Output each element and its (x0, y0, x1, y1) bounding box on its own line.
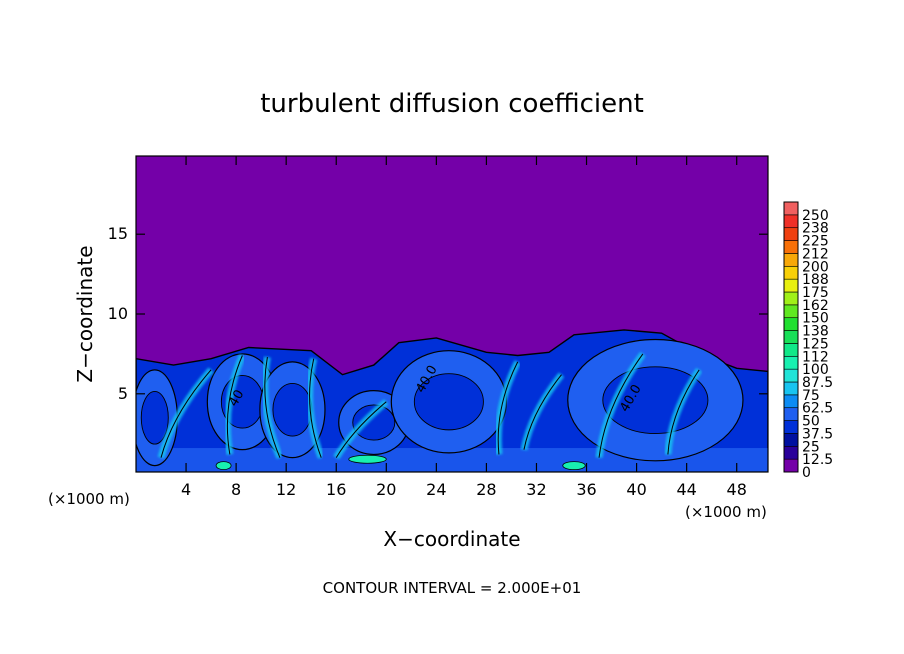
colorbar-swatch (783, 227, 799, 241)
x-axis: 4 8 12 16 20 24 28 32 36 40 44 48 (181, 156, 747, 499)
colorbar-swatch (783, 304, 799, 319)
x-tick-label: 40 (626, 480, 646, 499)
contour-line (667, 369, 700, 455)
x-tick-label: 8 (231, 480, 241, 499)
y-tick-label: 5 (118, 384, 128, 403)
contour-line (160, 369, 212, 458)
colorbar-label: 112 (802, 349, 829, 365)
colorbar-label: 150 (802, 311, 829, 327)
x-tick-label: 24 (426, 480, 446, 499)
contour-line (335, 401, 387, 458)
contour-label: 40 (226, 388, 247, 410)
colorbar-label: 125 (802, 336, 829, 352)
contour-line (523, 374, 562, 450)
colorbar-swatch (783, 368, 799, 383)
colorbar-swatch (783, 445, 799, 460)
colorbar-label: 75 (802, 388, 820, 404)
colorbar-swatch (783, 317, 799, 331)
colorbar-label: 138 (802, 324, 829, 340)
contour-line (497, 361, 519, 455)
colorbar-swatch (783, 407, 799, 421)
colorbar-swatch (783, 343, 799, 357)
colorbar-swatch (783, 291, 799, 306)
eddy-core (352, 404, 396, 441)
colorbar-label: 12.5 (802, 452, 833, 468)
eddy-core (602, 366, 709, 434)
colorbar-label: 175 (802, 285, 829, 301)
y-axis-label: Z−coordinate (73, 245, 97, 382)
chart-title: turbulent diffusion coefficient (260, 89, 644, 119)
colorbar-swatch (783, 458, 799, 473)
x-tick-label: 32 (526, 480, 546, 499)
colorbar-swatch (783, 201, 799, 216)
colorbar-label: 200 (802, 259, 829, 275)
colorbar-swatch (783, 420, 799, 434)
x-tick-label: 36 (576, 480, 596, 499)
field-layer: 40.040.040 (136, 329, 768, 472)
eddy-core (272, 382, 313, 437)
y-tick-label: 15 (108, 224, 128, 243)
y-axis: 5 10 15 (108, 224, 768, 403)
x-tick-label: 44 (676, 480, 696, 499)
colorbar-label: 250 (802, 208, 829, 224)
colorbar-label: 50 (802, 414, 820, 430)
colorbar-swatch (783, 214, 799, 229)
x-tick-label: 12 (276, 480, 296, 499)
colorbar-label: 162 (802, 298, 829, 314)
colorbar-label: 238 (802, 221, 829, 237)
colorbar-swatch (783, 433, 799, 447)
x-tick-label: 28 (476, 480, 496, 499)
plot-area: 40.040.040 (136, 156, 768, 472)
colorbar-label: 37.5 (802, 426, 833, 442)
x-unit-label-right: (×1000 m) (685, 503, 767, 521)
x-tick-label: 4 (181, 480, 191, 499)
colorbar-label: 87.5 (802, 375, 833, 391)
colorbar-swatch (783, 265, 799, 280)
colorbar-label: 0 (802, 465, 811, 481)
colorbar-swatch (783, 381, 799, 396)
colorbar-label: 225 (802, 234, 829, 250)
contour-line (598, 353, 644, 458)
contour-line (264, 357, 281, 458)
colorbar-swatch (783, 253, 799, 267)
x-axis-label: X−coordinate (383, 527, 520, 551)
colorbar-label: 25 (802, 439, 820, 455)
colorbar-label: 62.5 (802, 401, 833, 417)
contour-line (226, 355, 243, 455)
high-diffusion-spot (348, 454, 387, 464)
x-tick-label: 48 (727, 480, 747, 499)
colorbar-frame (783, 201, 799, 473)
colorbar-swatch (783, 240, 799, 254)
x-tick-label: 20 (376, 480, 396, 499)
x-tick-label: 16 (326, 480, 346, 499)
high-diffusion-spot (215, 461, 232, 471)
high-diffusion-spot (562, 461, 586, 471)
colorbar-label: 100 (802, 362, 829, 378)
y-tick-label: 10 (108, 304, 128, 323)
x-unit-label: (×1000 m) (48, 490, 130, 508)
colorbar-swatch (783, 394, 799, 409)
colorbar-swatch (783, 278, 799, 293)
contour-interval-note: CONTOUR INTERVAL = 2.000E+01 (323, 579, 582, 597)
colorbar-swatch (783, 330, 799, 344)
colorbar-label: 188 (802, 272, 829, 288)
colorbar: 012.52537.55062.57587.510011212513815016… (783, 201, 833, 481)
contour-line (309, 358, 322, 458)
eddy-core (413, 373, 484, 431)
colorbar-label: 212 (802, 246, 829, 262)
colorbar-swatch (783, 355, 799, 370)
eddy-core (140, 390, 169, 445)
